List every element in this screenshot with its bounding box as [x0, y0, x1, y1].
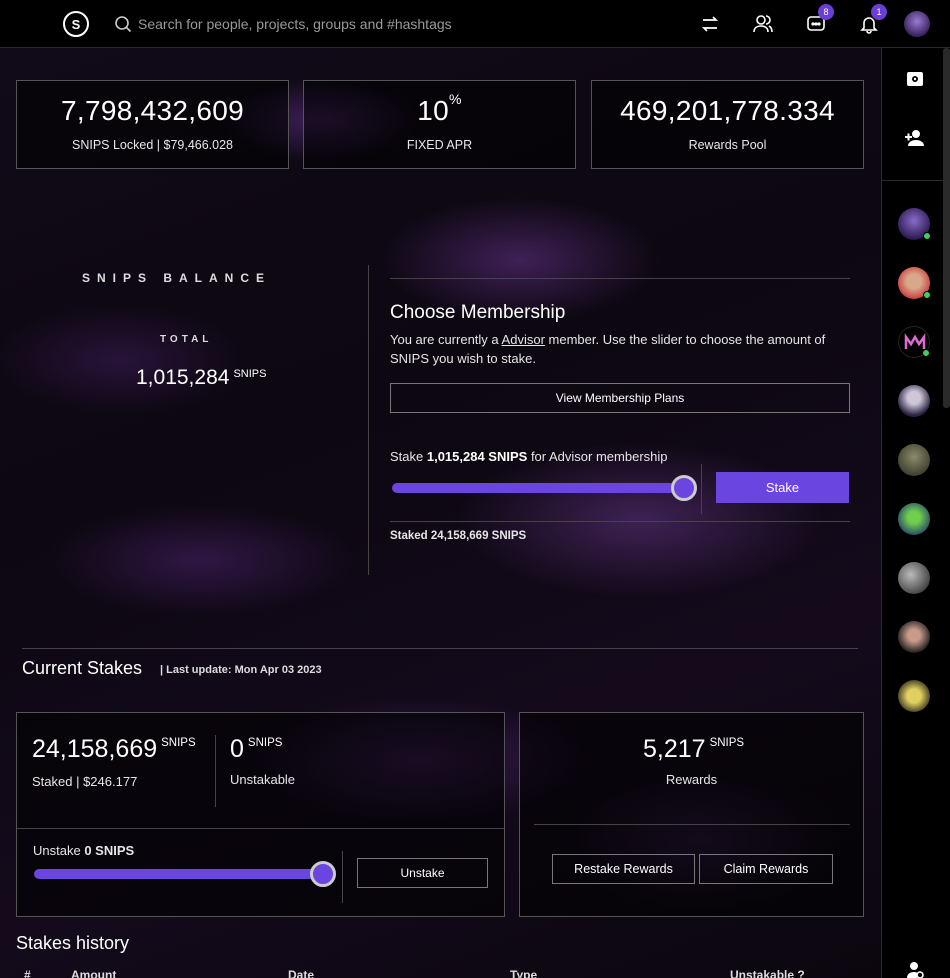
- contact-avatar[interactable]: [898, 444, 930, 476]
- column-header: Type: [510, 968, 538, 978]
- online-indicator: [923, 291, 931, 299]
- stake-suffix: for Advisor membership: [527, 449, 668, 464]
- contacts-settings-icon[interactable]: [903, 958, 927, 978]
- staked-label: Staked | $246.177: [32, 774, 138, 789]
- staked-total: Staked 24,158,669 SNIPS: [390, 530, 527, 542]
- logo[interactable]: S: [63, 11, 89, 37]
- claim-rewards-button[interactable]: Claim Rewards: [699, 854, 833, 884]
- unstake-button[interactable]: Unstake: [357, 858, 488, 888]
- unstake-amount: 0 SNIPS: [84, 843, 135, 858]
- search-input[interactable]: [138, 12, 558, 36]
- total-value: 1,015,284 SNIPS: [136, 366, 266, 390]
- rewards-divider: [534, 824, 850, 825]
- restake-rewards-button[interactable]: Restake Rewards: [552, 854, 695, 884]
- contact-avatar[interactable]: [898, 267, 931, 299]
- unstake-prefix: Unstake: [33, 843, 85, 858]
- right-sidebar: [881, 48, 950, 978]
- rewards-unit: SNIPS: [709, 737, 745, 749]
- unstakable-value: 0: [230, 735, 244, 763]
- membership-top-divider: [390, 278, 850, 279]
- view-membership-plans-button[interactable]: View Membership Plans: [390, 383, 850, 413]
- stake-slider-thumb[interactable]: [671, 475, 697, 501]
- total-label: TOTAL: [160, 334, 213, 345]
- contact-avatar[interactable]: [898, 621, 930, 653]
- scrollbar[interactable]: [943, 48, 950, 408]
- rewards-pool-value: 469,201,778.334: [620, 95, 835, 126]
- unstake-summary: Unstake 0 SNIPS: [33, 843, 134, 858]
- sidebar-divider: [882, 180, 950, 181]
- unstakable-unit: SNIPS: [247, 737, 283, 749]
- user-avatar[interactable]: [904, 11, 930, 37]
- contact-avatar[interactable]: [898, 385, 930, 417]
- top-bar: S 8 1: [0, 0, 950, 48]
- unstake-divider: [342, 851, 343, 903]
- apr-label: FIXED APR: [406, 138, 473, 152]
- online-indicator: [922, 349, 930, 357]
- notifications-badge: 1: [871, 4, 887, 20]
- add-user-icon[interactable]: [903, 126, 927, 150]
- snips-locked-card: 7,798,432,609 SNIPS Locked | $79,466.028: [16, 80, 289, 169]
- stake-summary: Stake 1,015,284 SNIPS for Advisor member…: [390, 449, 668, 464]
- total-amount: 1,015,284: [136, 366, 230, 389]
- snips-locked-value: 7,798,432,609: [61, 95, 244, 126]
- contact-avatar[interactable]: [898, 562, 930, 594]
- online-indicator: [923, 232, 931, 240]
- apr-number: 10: [417, 95, 449, 126]
- rewards-panel: 5,217 SNIPS Rewards Restake Rewards Claim…: [519, 712, 864, 917]
- contact-avatar[interactable]: [898, 503, 930, 535]
- column-header: Date: [288, 968, 315, 978]
- rewards-pool-label: Rewards Pool: [688, 138, 767, 152]
- column-header: Amount: [71, 968, 117, 978]
- stake-prefix: Stake: [390, 449, 427, 464]
- total-unit: SNIPS: [233, 368, 267, 380]
- unstake-slider-track[interactable]: [34, 869, 323, 879]
- messages-badge: 8: [818, 4, 834, 20]
- desc-prefix: You are currently a: [390, 332, 502, 347]
- rewards-value: 5,217: [643, 735, 706, 763]
- unstake-slider-thumb[interactable]: [310, 861, 336, 887]
- column-header: #: [24, 968, 31, 978]
- search-icon: [114, 15, 132, 33]
- snips-locked-label: SNIPS Locked | $79,466.028: [72, 138, 233, 152]
- rewards-pool-card: 469,201,778.334 Rewards Pool: [591, 80, 864, 169]
- contact-avatar[interactable]: [898, 326, 930, 358]
- section-divider: [368, 265, 369, 575]
- membership-description: You are currently a Advisor member. Use …: [390, 330, 830, 368]
- column-header: Unstakable ?: [730, 968, 805, 978]
- stake-button[interactable]: Stake: [716, 472, 849, 503]
- last-update: | Last update: Mon Apr 03 2023: [160, 664, 322, 676]
- current-stakes-divider: [22, 648, 858, 649]
- stake-slider-track[interactable]: [392, 483, 684, 493]
- settings-chat-icon[interactable]: [903, 68, 927, 92]
- users-icon[interactable]: [751, 12, 775, 36]
- desc-suffix: member. Use the slider to choose the amo…: [390, 332, 826, 366]
- stakes-panel-divider: [17, 828, 504, 829]
- balance-title: SNIPS BALANCE: [82, 271, 272, 285]
- stakes-panel: 24,158,669 SNIPS Staked | $246.177 0 SNIPS…: [16, 712, 505, 917]
- unstakable-label: Unstakable: [230, 772, 296, 787]
- swap-arrows-icon[interactable]: [698, 12, 722, 36]
- apr-value: 10%: [304, 91, 575, 127]
- stake-divider: [701, 464, 702, 514]
- contact-avatar[interactable]: [898, 680, 930, 712]
- stakes-history-title: Stakes history: [16, 933, 130, 953]
- contact-avatar[interactable]: [898, 208, 931, 240]
- rewards-amount: 5,217 SNIPS: [643, 735, 744, 764]
- bell-icon[interactable]: 1: [857, 4, 887, 36]
- stake-bottom-divider: [390, 521, 850, 522]
- messages-icon[interactable]: 8: [804, 4, 834, 36]
- apr-card: 10% FIXED APR: [303, 80, 576, 169]
- advisor-link[interactable]: Advisor: [501, 332, 545, 347]
- membership-title: Choose Membership: [390, 302, 566, 323]
- logo-letter: S: [71, 16, 81, 32]
- current-stakes-title: Current Stakes: [22, 658, 143, 678]
- rewards-label: Rewards: [665, 772, 718, 787]
- staked-unit: SNIPS: [161, 737, 196, 749]
- staked-value: 24,158,669: [32, 735, 158, 763]
- stake-amount: 1,015,284 SNIPS: [426, 449, 528, 464]
- apr-percent: %: [449, 91, 462, 107]
- stakes-inner-divider: [215, 735, 216, 807]
- staked-amount: 24,158,669 SNIPS: [32, 735, 196, 764]
- unstakable-amount: 0 SNIPS: [230, 735, 282, 764]
